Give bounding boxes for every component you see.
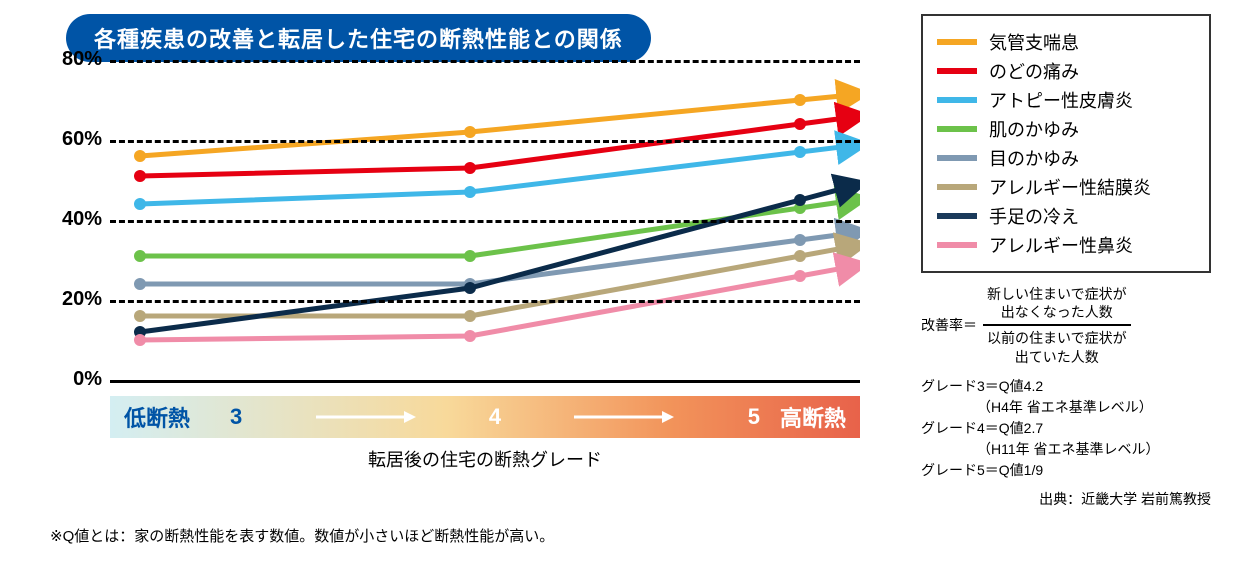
series-marker <box>134 334 146 346</box>
grid-line <box>110 60 860 63</box>
y-tick-label: 0% <box>50 368 102 391</box>
series-marker <box>794 118 806 130</box>
legend-label: 手足の冷え <box>989 203 1079 229</box>
legend-swatch <box>937 39 977 45</box>
legend-label: 目のかゆみ <box>989 145 1079 171</box>
series-arrow <box>800 119 840 124</box>
series-marker <box>794 194 806 206</box>
series-marker <box>794 250 806 262</box>
series-marker <box>464 162 476 174</box>
grade-5: 5 <box>748 404 760 430</box>
grade-4: 4 <box>489 404 501 430</box>
legend-swatch <box>937 184 977 190</box>
series-marker <box>464 282 476 294</box>
series-marker <box>134 150 146 162</box>
series-arrow <box>800 235 840 240</box>
legend-swatch <box>937 97 977 103</box>
series-marker <box>464 250 476 262</box>
series-marker <box>134 278 146 290</box>
series-marker <box>794 146 806 158</box>
legend-label: 気管支喘息 <box>989 29 1079 55</box>
x-axis-line <box>110 380 860 383</box>
series-line <box>140 124 800 176</box>
x-axis-caption: 転居後の住宅の断熱グレード <box>110 446 860 472</box>
series-marker <box>464 310 476 322</box>
legend-swatch <box>937 213 977 219</box>
series-marker <box>134 170 146 182</box>
y-tick-label: 80% <box>50 48 102 71</box>
series-marker <box>134 198 146 210</box>
legend-item: 肌のかゆみ <box>937 116 1195 142</box>
chart-area: 低断熱345高断熱 転居後の住宅の断熱グレード 0%20%40%60%80% <box>50 60 860 500</box>
series-marker <box>794 94 806 106</box>
grid-line <box>110 220 860 223</box>
grade-bar: 低断熱345高断熱 <box>110 396 860 438</box>
grade-high-label: 高断熱 <box>780 401 846 433</box>
grade4: グレード4＝Q値2.7 <box>921 418 1211 439</box>
series-marker <box>134 310 146 322</box>
series-marker <box>464 278 476 290</box>
legend-label: アレルギー性鼻炎 <box>989 232 1133 258</box>
legend-box: 気管支喘息のどの痛みアトピー性皮膚炎肌のかゆみ目のかゆみアレルギー性結膜炎手足の… <box>921 14 1211 273</box>
legend-item: アレルギー性鼻炎 <box>937 232 1195 258</box>
series-arrow <box>800 269 839 276</box>
chart-container: 各種疾患の改善と転居した住宅の断熱性能との関係 低断熱345高断熱 転居後の住宅… <box>0 0 1241 564</box>
series-marker <box>464 126 476 138</box>
series-marker <box>134 326 146 338</box>
series-line <box>140 276 800 340</box>
series-marker <box>464 330 476 342</box>
legend-item: 気管支喘息 <box>937 29 1195 55</box>
right-column: 気管支喘息のどの痛みアトピー性皮膚炎肌のかゆみ目のかゆみアレルギー性結膜炎手足の… <box>921 14 1211 509</box>
y-tick-label: 60% <box>50 128 102 151</box>
grade3: グレード3＝Q値4.2 <box>921 376 1211 397</box>
grid-line <box>110 300 860 303</box>
series-marker <box>794 202 806 214</box>
legend-label: アトピー性皮膚炎 <box>989 87 1133 113</box>
legend-item: アレルギー性結膜炎 <box>937 174 1195 200</box>
series-arrow <box>800 147 840 152</box>
legend-swatch <box>937 126 977 132</box>
series-line <box>140 240 800 284</box>
series-line <box>140 152 800 204</box>
series-line <box>140 256 800 316</box>
series-arrow <box>800 249 839 256</box>
series-arrow <box>800 190 839 200</box>
legend-item: 手足の冷え <box>937 203 1195 229</box>
series-line <box>140 208 800 256</box>
grid-line <box>110 140 860 143</box>
y-tick-label: 20% <box>50 288 102 311</box>
chart-title: 各種疾患の改善と転居した住宅の断熱性能との関係 <box>66 14 651 62</box>
series-marker <box>794 234 806 246</box>
legend-item: のどの痛み <box>937 58 1195 84</box>
formula: 改善率＝ 新しい住まいで症状が出なくなった人数 以前の住まいで症状が出ていた人数 <box>921 285 1211 366</box>
legend-swatch <box>937 242 977 248</box>
series-arrow <box>800 202 840 208</box>
legend-swatch <box>937 155 977 161</box>
legend-item: アトピー性皮膚炎 <box>937 87 1195 113</box>
formula-numerator: 新しい住まいで症状が出なくなった人数 <box>983 285 1131 326</box>
formula-denominator: 以前の住まいで症状が出ていた人数 <box>983 326 1131 365</box>
grade5: グレード5＝Q値1/9 <box>921 460 1211 481</box>
series-arrow <box>800 96 840 100</box>
legend-swatch <box>937 68 977 74</box>
formula-lhs: 改善率＝ <box>921 315 977 335</box>
legend-label: 肌のかゆみ <box>989 116 1079 142</box>
grade-3: 3 <box>230 404 242 430</box>
source: 出典：近畿大学 岩前篤教授 <box>921 489 1211 509</box>
legend-item: 目のかゆみ <box>937 145 1195 171</box>
series-line <box>140 100 800 156</box>
grade4-sub: （H11年 省エネ基準レベル） <box>921 439 1211 460</box>
series-marker <box>134 250 146 262</box>
legend-label: のどの痛み <box>989 58 1079 84</box>
legend-label: アレルギー性結膜炎 <box>989 174 1151 200</box>
grade3-sub: （H4年 省エネ基準レベル） <box>921 397 1211 418</box>
grade-definitions: グレード3＝Q値4.2 （H4年 省エネ基準レベル） グレード4＝Q値2.7 （… <box>921 376 1211 481</box>
series-marker <box>794 270 806 282</box>
y-tick-label: 40% <box>50 208 102 231</box>
footnote: ※Q値とは：家の断熱性能を表す数値。数値が小さいほど断熱性能が高い。 <box>50 525 554 546</box>
series-marker <box>464 186 476 198</box>
